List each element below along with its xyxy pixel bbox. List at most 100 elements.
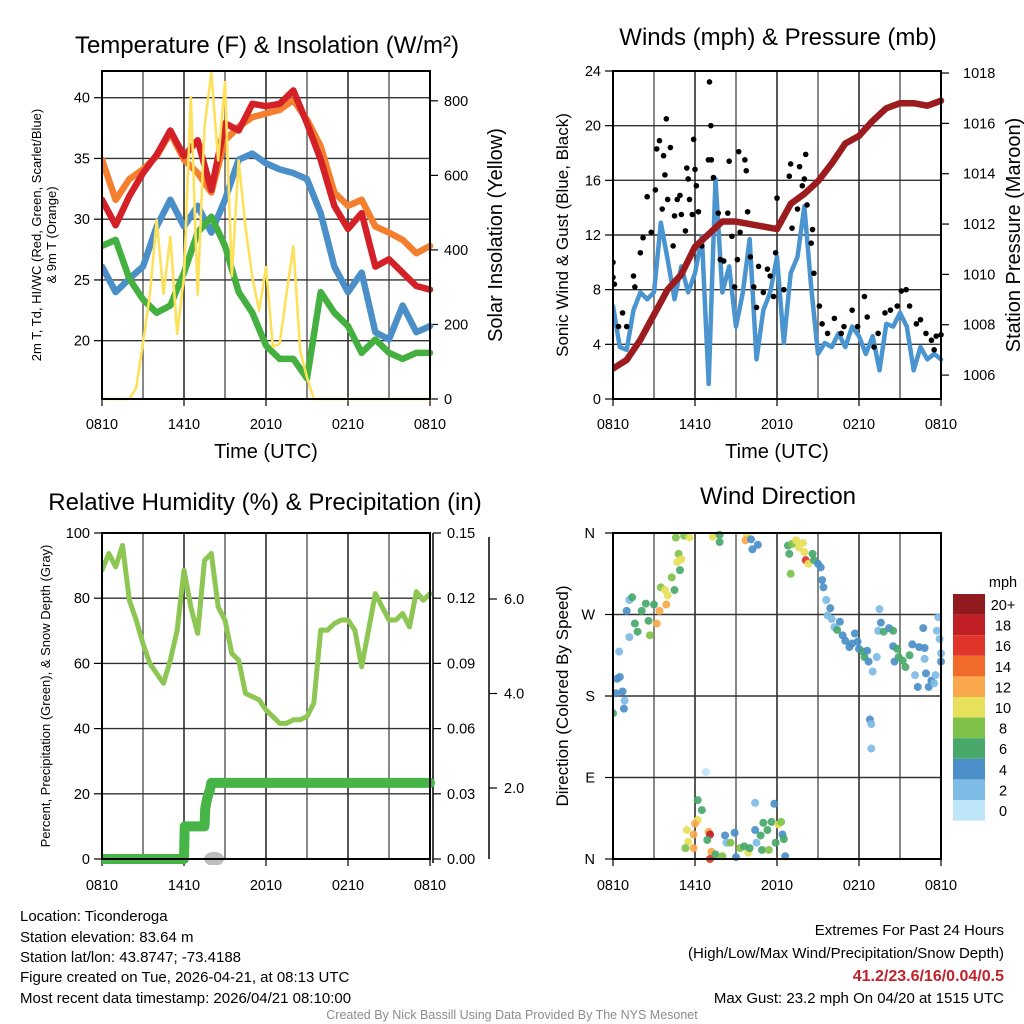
x-tick-label: 0810	[414, 417, 446, 433]
wind-direction-point	[792, 536, 801, 545]
wind-direction-point	[913, 682, 922, 691]
extremes-title: Extremes For Past 24 Hours	[815, 922, 1004, 939]
gust-point	[824, 330, 831, 337]
gust-point	[653, 146, 660, 152]
wind-direction-point	[662, 600, 671, 609]
wind-direction-point	[835, 617, 844, 626]
x-tick-label: 2010	[761, 878, 793, 894]
y-tick-label: 0	[82, 852, 90, 868]
temperature-series-line-3	[102, 213, 434, 382]
gust-point	[670, 243, 676, 249]
wind-direction-point	[641, 599, 650, 608]
wind-direction-point	[819, 583, 828, 592]
gust-point	[801, 176, 808, 182]
wind-direction-point	[618, 687, 627, 696]
wind-direction-point	[628, 593, 637, 602]
wind-direction-point	[816, 563, 825, 572]
x-tick-label: 0810	[86, 878, 118, 894]
wind-direction-point	[770, 799, 779, 808]
wind-direction-point	[752, 838, 761, 847]
wind-direction-point	[798, 538, 807, 547]
gust-point	[648, 229, 655, 236]
legend-swatch	[953, 717, 985, 739]
wind-direction-point	[853, 637, 862, 646]
station-latlon: Station lat/lon: 43.8747; -73.4188	[20, 949, 241, 966]
gust-point	[659, 206, 665, 212]
wind-direction-point	[615, 647, 624, 656]
gust-point	[786, 173, 793, 180]
gust-point	[685, 176, 691, 182]
plot-frame	[101, 532, 431, 860]
wind-direction-point	[637, 606, 646, 615]
x-tick-label: 2010	[250, 878, 282, 894]
y-tick-label: 30	[74, 212, 90, 228]
legend-swatch	[953, 594, 985, 615]
y2-tick-label: 200	[444, 317, 468, 333]
humidity-y-axis-label: Percent, Precipitation (Green), & Snow D…	[38, 545, 53, 848]
legend-label: 6	[999, 742, 1007, 758]
gust-point	[637, 249, 644, 256]
solar-y-axis-label: Solar Insolation (Yellow)	[485, 128, 507, 342]
y2-tick-label: 1018	[963, 66, 995, 82]
wind-direction-point	[633, 627, 642, 636]
gust-point	[841, 323, 847, 330]
gust-point	[652, 187, 659, 193]
plot-area	[102, 71, 434, 401]
x-tick-label: 0210	[332, 417, 364, 433]
y-tick-label: 0	[593, 392, 601, 408]
wind-direction-point	[868, 667, 877, 676]
wind-direction-point	[703, 835, 712, 844]
wind-direction-point	[932, 626, 941, 635]
x-tick-label: 0810	[597, 417, 629, 433]
y-tick-label: 20	[74, 787, 90, 803]
gust-point	[838, 330, 845, 337]
gust-point	[804, 202, 810, 208]
wind-direction-point	[841, 636, 850, 645]
y2-tick-label: 1008	[963, 318, 995, 334]
y2-tick-label: 1012	[963, 217, 995, 233]
sonic-wind-line	[613, 176, 944, 387]
y2-tick-label: 0.00	[447, 852, 475, 868]
legend-swatch	[953, 800, 985, 821]
y2-tick-label: 1014	[963, 167, 995, 183]
wind-direction-point	[889, 626, 898, 635]
wind-direction-point	[726, 838, 735, 847]
legend-label: 2	[999, 783, 1007, 799]
wind-direction-point	[876, 618, 885, 627]
wind-direction-point	[898, 656, 907, 665]
legend-label: 10	[995, 701, 1011, 717]
wind-direction-point	[779, 835, 788, 844]
gust-point	[871, 344, 877, 350]
gust-point	[849, 307, 855, 313]
wind-direction-point	[708, 532, 717, 541]
y-tick-label: 16	[585, 173, 601, 189]
wind-direction-point	[763, 826, 772, 835]
gust-point	[770, 293, 777, 300]
gust-point	[861, 293, 868, 300]
wind-direction-point	[730, 828, 739, 837]
wind-direction-point	[920, 644, 929, 653]
wind-direction-point	[777, 817, 786, 826]
wind-direction-point	[921, 669, 930, 678]
y2-tick-label: 0	[444, 392, 452, 408]
gust-point	[764, 266, 771, 272]
x-tick-label: 0210	[332, 878, 364, 894]
y2-tick-label: 600	[444, 168, 468, 184]
gust-point	[708, 157, 715, 163]
gust-point	[906, 303, 913, 309]
wind-direction-point	[620, 696, 629, 705]
gust-point	[664, 196, 671, 203]
gust-point	[774, 195, 780, 201]
y2-tick-label: 0.12	[447, 591, 475, 607]
wind-direction-point	[901, 663, 910, 672]
legend-label: 0	[999, 804, 1007, 820]
gust-point	[706, 79, 713, 85]
wind-direction-point	[785, 549, 794, 558]
wind-direction-point	[850, 629, 859, 638]
legend-label: 12	[995, 680, 1011, 696]
wind-direction-point	[682, 826, 691, 835]
wind-direction-point	[875, 605, 884, 614]
gust-point	[931, 347, 937, 353]
wind-direction-point	[684, 837, 693, 846]
